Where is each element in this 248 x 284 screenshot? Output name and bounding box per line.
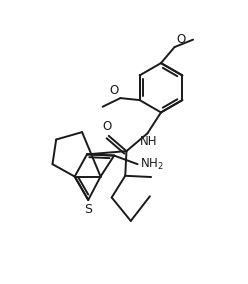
- Text: O: O: [102, 120, 111, 133]
- Text: S: S: [84, 203, 92, 216]
- Text: O: O: [109, 84, 119, 97]
- Text: O: O: [177, 33, 186, 46]
- Text: NH$_2$: NH$_2$: [140, 157, 163, 172]
- Text: NH: NH: [140, 135, 157, 148]
